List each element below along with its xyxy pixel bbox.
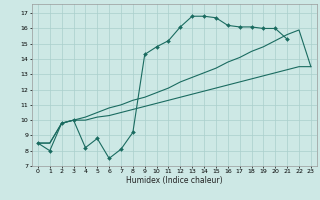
X-axis label: Humidex (Indice chaleur): Humidex (Indice chaleur) bbox=[126, 176, 223, 185]
